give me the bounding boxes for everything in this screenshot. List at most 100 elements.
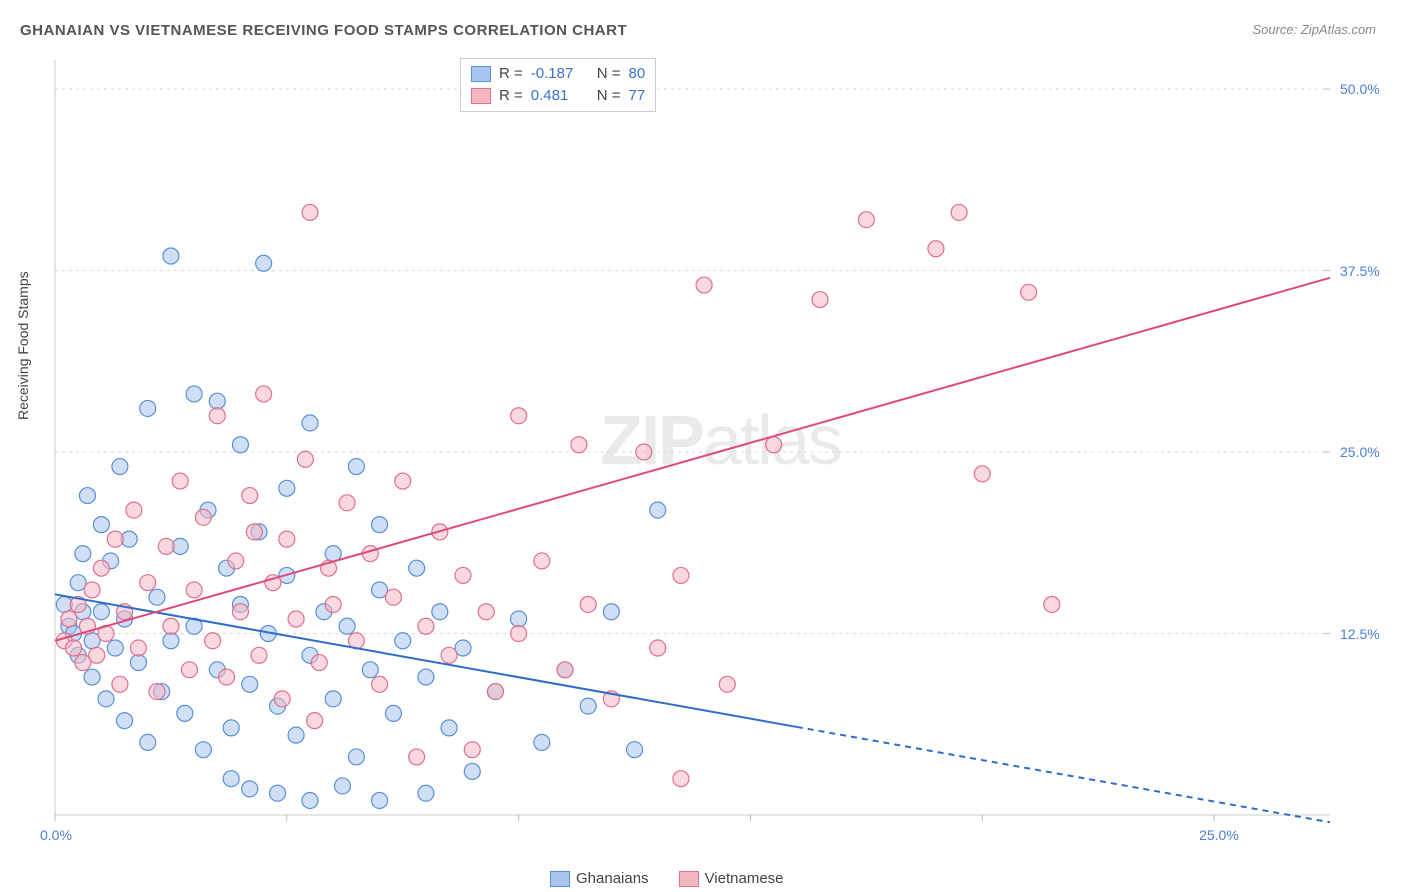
scatter-point <box>256 386 272 402</box>
trend-line <box>55 594 797 727</box>
scatter-point <box>534 734 550 750</box>
y-tick-label: 12.5% <box>1340 626 1380 642</box>
scatter-point <box>766 437 782 453</box>
scatter-point <box>812 292 828 308</box>
legend-swatch <box>471 88 491 104</box>
scatter-point <box>232 437 248 453</box>
scatter-point <box>209 408 225 424</box>
scatter-point <box>302 204 318 220</box>
legend-swatch <box>471 66 491 82</box>
legend-r-label: R = <box>499 85 523 107</box>
scatter-point <box>288 611 304 627</box>
scatter-point <box>274 691 290 707</box>
scatter-point <box>246 524 262 540</box>
scatter-point <box>455 567 471 583</box>
legend-row: R =0.481N =77 <box>471 85 645 107</box>
scatter-point <box>297 451 313 467</box>
legend-swatch <box>679 871 699 887</box>
scatter-point <box>93 604 109 620</box>
scatter-point <box>409 560 425 576</box>
scatter-point <box>464 763 480 779</box>
legend-n-value: 80 <box>629 63 646 85</box>
scatter-point <box>1021 284 1037 300</box>
scatter-point <box>511 408 527 424</box>
scatter-point <box>511 611 527 627</box>
scatter-point <box>650 502 666 518</box>
scatter-point <box>372 676 388 692</box>
scatter-point <box>858 212 874 228</box>
scatter-point <box>149 589 165 605</box>
scatter-point <box>126 502 142 518</box>
scatter-point <box>163 248 179 264</box>
series-legend-label: Vietnamese <box>705 870 784 887</box>
scatter-point <box>140 400 156 416</box>
scatter-point <box>181 662 197 678</box>
scatter-point <box>534 553 550 569</box>
scatter-point <box>172 473 188 489</box>
scatter-point <box>117 713 133 729</box>
y-tick-label: 37.5% <box>1340 263 1380 279</box>
scatter-point <box>140 734 156 750</box>
correlation-legend: R =-0.187N =80R =0.481N =77 <box>460 58 656 112</box>
scatter-point <box>186 582 202 598</box>
scatter-point <box>242 676 258 692</box>
scatter-point <box>441 647 457 663</box>
scatter-point <box>195 742 211 758</box>
scatter-point <box>974 466 990 482</box>
scatter-point <box>228 553 244 569</box>
scatter-point <box>409 749 425 765</box>
series-legend: Ghanaians Vietnamese <box>550 870 784 887</box>
scatter-point <box>311 655 327 671</box>
scatter-point <box>232 604 248 620</box>
series-legend-label: Ghanaians <box>576 870 649 887</box>
scatter-point <box>395 473 411 489</box>
scatter-point <box>418 669 434 685</box>
scatter-point <box>107 640 123 656</box>
scatter-point <box>93 560 109 576</box>
scatter-point <box>242 488 258 504</box>
scatter-point <box>84 582 100 598</box>
scatter-point <box>209 393 225 409</box>
scatter-point <box>339 495 355 511</box>
scatter-point <box>130 655 146 671</box>
legend-row: R =-0.187N =80 <box>471 63 645 85</box>
legend-r-label: R = <box>499 63 523 85</box>
scatter-point <box>98 691 114 707</box>
legend-n-value: 77 <box>629 85 646 107</box>
scatter-point <box>636 444 652 460</box>
scatter-point <box>441 720 457 736</box>
scatter-point <box>325 596 341 612</box>
scatter-point <box>223 771 239 787</box>
scatter-point <box>205 633 221 649</box>
scatter-point <box>951 204 967 220</box>
scatter-point <box>279 480 295 496</box>
scatter-point <box>372 792 388 808</box>
scatter-point <box>603 604 619 620</box>
legend-r-value: 0.481 <box>531 85 581 107</box>
scatter-point <box>130 640 146 656</box>
scatter-point <box>75 546 91 562</box>
scatter-point <box>79 488 95 504</box>
scatter-point <box>219 669 235 685</box>
scatter-point <box>149 684 165 700</box>
scatter-point <box>242 781 258 797</box>
scatter-point <box>348 459 364 475</box>
scatter-point <box>279 531 295 547</box>
scatter-point <box>302 792 318 808</box>
scatter-point <box>61 611 77 627</box>
scatter-point <box>464 742 480 758</box>
trend-line <box>55 278 1330 641</box>
scatter-point <box>177 705 193 721</box>
scatter-point <box>418 618 434 634</box>
scatter-point <box>580 698 596 714</box>
scatter-point <box>385 589 401 605</box>
scatter-point <box>66 640 82 656</box>
series-legend-item: Ghanaians <box>550 870 649 887</box>
scatter-chart <box>50 55 1340 835</box>
scatter-point <box>673 567 689 583</box>
scatter-point <box>1044 596 1060 612</box>
scatter-point <box>163 618 179 634</box>
x-tick-label: 0.0% <box>40 827 72 843</box>
scatter-point <box>288 727 304 743</box>
legend-swatch <box>550 871 570 887</box>
